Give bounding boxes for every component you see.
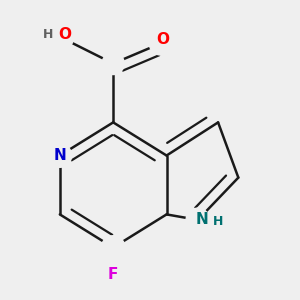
Circle shape: [102, 52, 124, 74]
Circle shape: [101, 236, 125, 259]
Text: F: F: [108, 266, 119, 281]
Text: H: H: [43, 28, 53, 40]
Circle shape: [48, 144, 72, 167]
Text: N: N: [196, 212, 208, 227]
Text: N: N: [53, 148, 66, 163]
Circle shape: [186, 208, 210, 232]
Text: H: H: [213, 215, 223, 228]
Text: O: O: [58, 27, 71, 42]
Text: O: O: [156, 32, 170, 47]
Circle shape: [149, 32, 173, 55]
Circle shape: [50, 26, 74, 50]
